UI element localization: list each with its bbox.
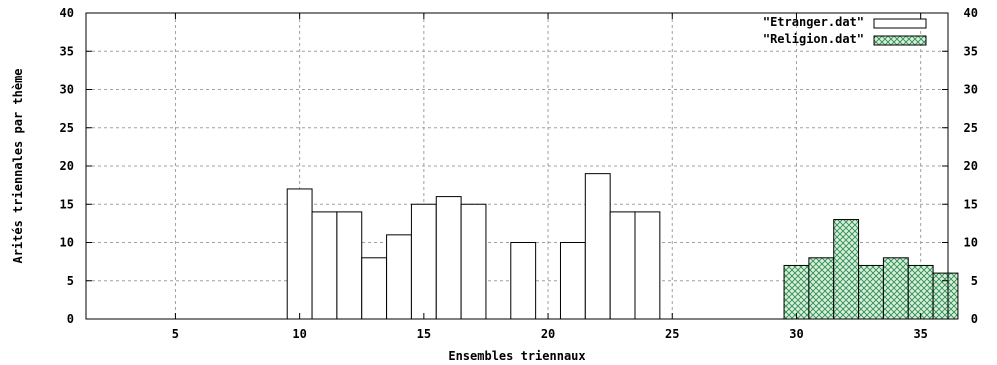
bars (286, 173, 959, 320)
y-tick-label-right: 20 (964, 159, 978, 173)
bar-religion (808, 257, 835, 320)
y-tick-label: 30 (60, 83, 74, 97)
bar-etranger (311, 211, 338, 320)
legend-label-etranger: "Etranger.dat" (763, 15, 864, 29)
y-tick-label-right: 30 (964, 83, 978, 97)
tick-labels: 0 0 5 5 10 10 15 15 20 20 25 25 30 30 35 35 40 40 5 10 15 20 2… (60, 6, 978, 341)
legend: "Etranger.dat" "Religion.dat" (763, 15, 927, 46)
x-tick-label: 10 (292, 327, 306, 341)
bar-religion (783, 264, 810, 320)
legend-swatch-etranger (873, 18, 927, 29)
x-tick-label: 5 (172, 327, 179, 341)
y-tick-label: 25 (60, 121, 74, 135)
y-tick-label: 35 (60, 44, 74, 58)
y-tick-label: 40 (60, 6, 74, 20)
bar-religion (932, 272, 959, 320)
bar-etranger (584, 173, 611, 320)
y-tick-label: 20 (60, 159, 74, 173)
bar-etranger (609, 211, 636, 320)
y-tick-label: 5 (67, 274, 74, 288)
y-axis-label: Arités triennales par thème (11, 68, 25, 263)
bar-religion (907, 264, 934, 320)
y-tick-label-right: 10 (964, 236, 978, 250)
legend-swatch-religion (873, 35, 927, 46)
legend-label-religion: "Religion.dat" (763, 32, 864, 46)
x-tick-label: 30 (789, 327, 803, 341)
bar-etranger (410, 203, 437, 320)
bar-etranger (286, 188, 313, 320)
bar-etranger (634, 211, 661, 320)
y-tick-label-right: 25 (964, 121, 978, 135)
bar-etranger (510, 242, 537, 320)
y-tick-label-right: 15 (964, 197, 978, 211)
bar-etranger (386, 234, 412, 320)
bar-etranger (460, 203, 487, 320)
x-tick-label: 25 (665, 327, 679, 341)
y-tick-label-right: 40 (964, 6, 978, 20)
x-axis-label: Ensembles triennaux (448, 349, 585, 363)
bar-etranger (336, 211, 363, 320)
y-tick-label-right: 0 (971, 312, 978, 326)
bar-religion (833, 219, 860, 320)
bar-etranger (559, 242, 586, 320)
y-tick-label-right: 5 (971, 274, 978, 288)
bar-religion (882, 257, 909, 320)
y-tick-label: 0 (67, 312, 74, 326)
y-tick-label: 15 (60, 197, 74, 211)
x-tick-label: 35 (913, 327, 927, 341)
grid-lines (86, 13, 948, 319)
bar-etranger (361, 257, 388, 320)
bar-etranger (435, 196, 462, 320)
y-tick-label: 10 (60, 236, 74, 250)
x-tick-label: 15 (417, 327, 431, 341)
y-tick-label-right: 35 (964, 44, 978, 58)
bar-religion (858, 264, 884, 320)
x-tick-label: 20 (541, 327, 555, 341)
